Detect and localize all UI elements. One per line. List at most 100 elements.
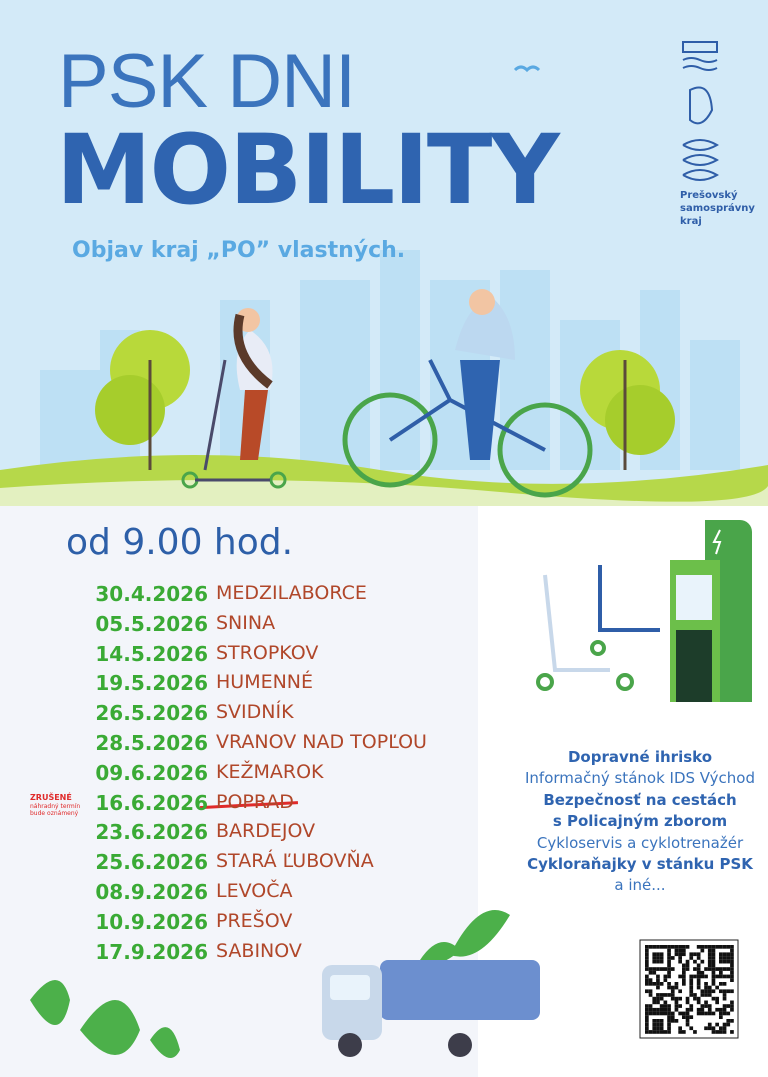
qr-module	[656, 974, 660, 979]
qr-module	[689, 956, 694, 960]
qr-module	[648, 1007, 653, 1012]
qr-module	[730, 952, 734, 957]
qr-module	[689, 993, 694, 997]
qr-module	[704, 974, 708, 979]
qr-module	[711, 945, 716, 949]
qr-module	[696, 963, 701, 968]
qr-module	[689, 1015, 694, 1019]
qr-module	[667, 967, 671, 971]
date: 26.5.2026	[95, 701, 208, 726]
qr-module	[667, 959, 671, 964]
qr-module	[711, 952, 716, 957]
qr-module	[704, 1011, 708, 1016]
qr-module	[645, 956, 649, 960]
qr-module	[645, 989, 649, 994]
qr-module	[674, 952, 679, 957]
cancel-note: náhradný termín	[30, 802, 81, 810]
qr-module	[722, 959, 727, 964]
qr-module	[663, 1000, 668, 1005]
qr-module	[667, 945, 671, 949]
qr-module	[726, 1019, 731, 1023]
qr-module	[659, 996, 664, 1001]
date: 25.6.2026	[95, 850, 208, 875]
qr-module	[648, 970, 653, 975]
qr-module	[648, 1004, 653, 1008]
qr-module	[704, 985, 708, 990]
qr-module	[645, 1004, 649, 1008]
qr-module	[700, 1007, 705, 1012]
qr-module	[722, 1004, 727, 1008]
qr-module	[678, 1026, 682, 1031]
qr-module	[667, 970, 671, 975]
qr-module	[670, 956, 675, 960]
qr-module	[707, 1007, 712, 1012]
qr-module	[707, 1022, 712, 1027]
qr-module	[704, 967, 708, 971]
qr-module	[715, 945, 719, 949]
place: POPRAD	[216, 790, 294, 813]
qr-module	[711, 1030, 716, 1034]
qr-module	[648, 982, 653, 986]
date: 10.9.2026	[95, 909, 208, 934]
qr-module	[711, 963, 716, 968]
qr-module	[656, 1011, 660, 1016]
qr-module	[719, 945, 723, 949]
date: 05.5.2026	[95, 611, 208, 636]
qr-module	[715, 967, 719, 971]
qr-module	[659, 959, 664, 964]
qr-module	[667, 1022, 671, 1027]
qr-module	[689, 982, 694, 986]
qr-module	[648, 993, 653, 997]
qr-module	[726, 959, 731, 964]
qr-module	[667, 974, 671, 979]
qr-module	[667, 956, 671, 960]
qr-module	[663, 967, 668, 971]
qr-module	[685, 1019, 690, 1023]
date: 08.9.2026	[95, 880, 208, 904]
qr-module	[645, 978, 649, 982]
qr-module	[707, 1011, 712, 1016]
qr-module	[719, 956, 723, 960]
qr-module	[707, 959, 712, 964]
qr-module	[648, 978, 653, 982]
qr-module	[707, 989, 712, 994]
qr-module	[656, 959, 660, 964]
qr-module	[648, 989, 653, 994]
qr-module	[678, 948, 682, 953]
qr-module	[682, 974, 686, 979]
qr-module	[667, 1004, 671, 1008]
qr-module	[682, 978, 686, 982]
qr-module	[659, 1011, 664, 1016]
place: SNINA	[216, 611, 276, 634]
qr-module	[696, 970, 701, 975]
qr-module	[656, 952, 660, 957]
qr-module	[707, 985, 712, 990]
qr-module	[645, 952, 649, 957]
qr-module	[645, 1030, 649, 1034]
qr-module	[719, 967, 723, 971]
qr-module	[722, 956, 727, 960]
qr-module	[711, 1026, 716, 1031]
qr-module	[696, 996, 701, 1001]
qr-module	[722, 1007, 727, 1012]
qr-module	[715, 1022, 719, 1027]
qr-module	[685, 1007, 690, 1012]
qr-module	[652, 996, 657, 1001]
logo-text: Prešovský	[680, 190, 738, 201]
qr-module	[685, 967, 690, 971]
qr-module	[670, 1015, 675, 1019]
qr-module	[674, 1019, 679, 1023]
qr-module	[659, 1022, 664, 1027]
qr-module	[645, 945, 649, 949]
qr-module	[711, 982, 716, 986]
qr-module	[663, 1030, 668, 1034]
qr-module	[722, 1026, 727, 1031]
qr-module	[659, 956, 664, 960]
qr-module	[693, 993, 697, 997]
qr-module	[722, 1011, 727, 1016]
qr-module	[730, 963, 734, 968]
qr-module	[656, 1026, 660, 1031]
qr-module	[682, 967, 686, 971]
qr-module	[656, 1030, 660, 1034]
qr-module	[674, 985, 679, 990]
